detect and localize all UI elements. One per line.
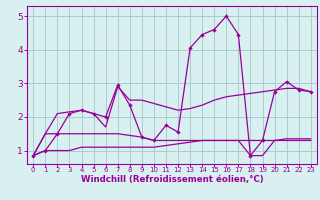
- X-axis label: Windchill (Refroidissement éolien,°C): Windchill (Refroidissement éolien,°C): [81, 175, 263, 184]
